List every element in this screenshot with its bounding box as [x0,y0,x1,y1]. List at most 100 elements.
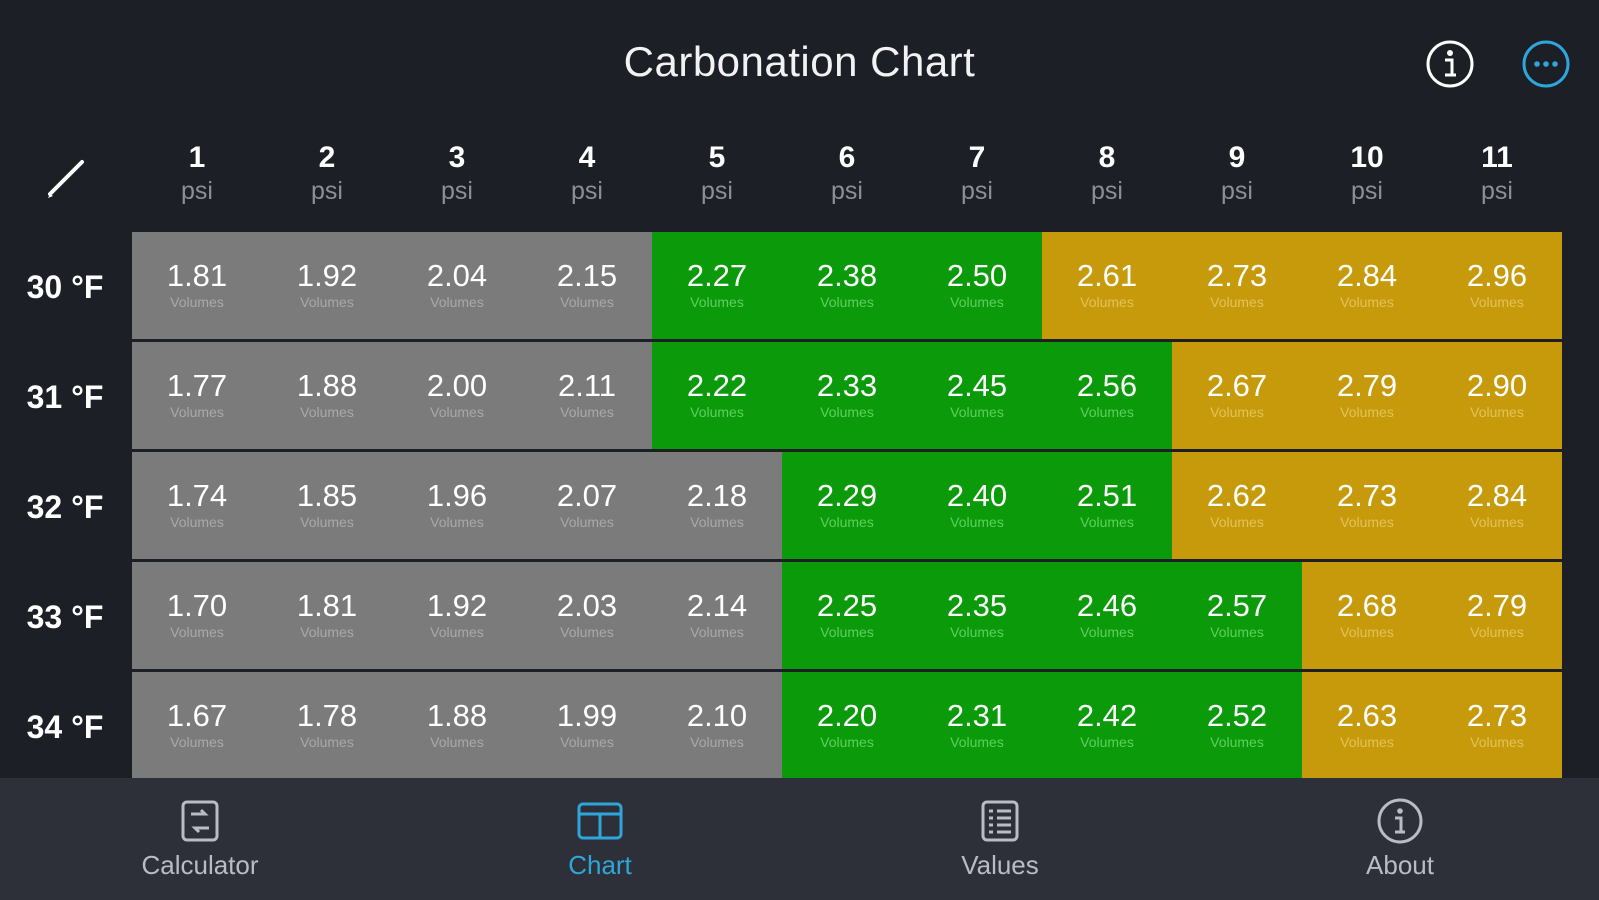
volume-cell[interactable]: 2.46 Volumes [1042,562,1172,669]
volume-cell[interactable]: 2.45 Volumes [912,342,1042,449]
volume-cell[interactable]: 2.04 Volumes [392,232,522,339]
volume-value: 1.81 [296,588,358,623]
volume-unit: Volumes [950,294,1004,310]
volume-cell[interactable]: 2.67 Volumes [1172,342,1302,449]
volume-unit: Volumes [820,514,874,530]
pressure-unit: psi [831,177,863,205]
volume-cell[interactable]: 2.73 Volumes [1432,672,1562,778]
temperature-label: 34 °F [26,708,104,745]
volume-cell[interactable]: 2.35 Volumes [912,562,1042,669]
volume-cell[interactable]: 1.81 Volumes [262,562,392,669]
volume-cell[interactable]: 2.51 Volumes [1042,452,1172,559]
volume-cell[interactable]: 1.85 Volumes [262,452,392,559]
volume-cell[interactable]: 2.40 Volumes [912,452,1042,559]
volume-cell[interactable]: 1.88 Volumes [392,672,522,778]
volume-cell[interactable]: 1.88 Volumes [262,342,392,449]
volume-value: 2.27 [686,258,748,293]
volume-cell[interactable]: 1.67 Volumes [132,672,262,778]
volume-cell[interactable]: 2.29 Volumes [782,452,912,559]
pressure-value: 2 [318,141,336,174]
info-button[interactable] [1424,38,1476,90]
volume-cell[interactable]: 2.61 Volumes [1042,232,1172,339]
volume-unit: Volumes [170,514,224,530]
volume-cell[interactable]: 2.31 Volumes [912,672,1042,778]
volume-cell[interactable]: 2.56 Volumes [1042,342,1172,449]
pressure-value: 1 [188,141,206,174]
volume-cell[interactable]: 2.79 Volumes [1302,342,1432,449]
volume-cell[interactable]: 2.79 Volumes [1432,562,1562,669]
volume-cell[interactable]: 2.38 Volumes [782,232,912,339]
edit-button[interactable] [0,130,130,232]
volume-cell[interactable]: 2.73 Volumes [1172,232,1302,339]
volume-cell[interactable]: 2.14 Volumes [652,562,782,669]
volume-unit: Volumes [560,294,614,310]
volume-cell[interactable]: 2.62 Volumes [1172,452,1302,559]
volume-cell[interactable]: 2.33 Volumes [782,342,912,449]
volume-value: 2.00 [426,368,488,403]
volume-unit: Volumes [170,404,224,420]
volume-cell[interactable]: 1.96 Volumes [392,452,522,559]
volume-unit: Volumes [300,404,354,420]
volume-cell[interactable]: 1.78 Volumes [262,672,392,778]
pressure-unit: psi [571,177,603,205]
volume-cell[interactable]: 1.92 Volumes [262,232,392,339]
volume-cell[interactable]: 2.07 Volumes [522,452,652,559]
volume-cell[interactable]: 2.63 Volumes [1302,672,1432,778]
volume-unit: Volumes [950,514,1004,530]
volume-cell[interactable]: 2.22 Volumes [652,342,782,449]
tab-chart[interactable]: Chart [500,778,700,900]
pressure-value: 11 [1481,141,1513,174]
volume-cell[interactable]: 2.52 Volumes [1172,672,1302,778]
tab-about[interactable]: About [1300,778,1500,900]
volume-cell[interactable]: 2.27 Volumes [652,232,782,339]
volume-cell[interactable]: 2.00 Volumes [392,342,522,449]
volume-cell[interactable]: 1.81 Volumes [132,232,262,339]
volume-unit: Volumes [1080,514,1134,530]
volume-unit: Volumes [950,734,1004,750]
volume-value: 2.11 [557,368,617,403]
volume-unit: Volumes [690,514,744,530]
volume-cell[interactable]: 2.03 Volumes [522,562,652,669]
pressure-unit: psi [1351,177,1383,205]
tab-calculator[interactable]: Calculator [100,778,300,900]
volume-value: 2.90 [1466,368,1528,403]
volume-unit: Volumes [820,404,874,420]
volume-cell[interactable]: 2.18 Volumes [652,452,782,559]
tab-values[interactable]: Values [900,778,1100,900]
pressure-unit: psi [1091,177,1123,205]
column-header: 1 psi [132,140,262,230]
volume-unit: Volumes [690,734,744,750]
volume-cell[interactable]: 2.84 Volumes [1302,232,1432,339]
volume-value: 2.73 [1206,258,1268,293]
volume-cell[interactable]: 2.68 Volumes [1302,562,1432,669]
volume-unit: Volumes [1210,514,1264,530]
volume-unit: Volumes [430,294,484,310]
volume-cell[interactable]: 1.70 Volumes [132,562,262,669]
volume-unit: Volumes [300,294,354,310]
volume-cell[interactable]: 2.84 Volumes [1432,452,1562,559]
volume-cell[interactable]: 2.25 Volumes [782,562,912,669]
pressure-unit: psi [961,177,993,205]
volume-cell[interactable]: 2.15 Volumes [522,232,652,339]
volume-cell[interactable]: 2.57 Volumes [1172,562,1302,669]
column-header: 7 psi [912,140,1042,230]
volume-unit: Volumes [430,514,484,530]
pencil-icon [48,160,84,198]
volume-cell[interactable]: 1.77 Volumes [132,342,262,449]
more-options-button[interactable] [1520,38,1572,90]
column-header: 10 psi [1302,140,1432,230]
volume-cell[interactable]: 2.42 Volumes [1042,672,1172,778]
volume-cell[interactable]: 2.20 Volumes [782,672,912,778]
volume-cell[interactable]: 2.50 Volumes [912,232,1042,339]
volume-cell[interactable]: 2.73 Volumes [1302,452,1432,559]
volume-unit: Volumes [430,624,484,640]
volume-unit: Volumes [690,624,744,640]
volume-cell[interactable]: 1.74 Volumes [132,452,262,559]
pressure-unit: psi [181,177,213,205]
volume-cell[interactable]: 1.92 Volumes [392,562,522,669]
volume-cell[interactable]: 2.11 Volumes [522,342,652,449]
volume-cell[interactable]: 2.10 Volumes [652,672,782,778]
volume-cell[interactable]: 2.96 Volumes [1432,232,1562,339]
volume-cell[interactable]: 1.99 Volumes [522,672,652,778]
volume-cell[interactable]: 2.90 Volumes [1432,342,1562,449]
